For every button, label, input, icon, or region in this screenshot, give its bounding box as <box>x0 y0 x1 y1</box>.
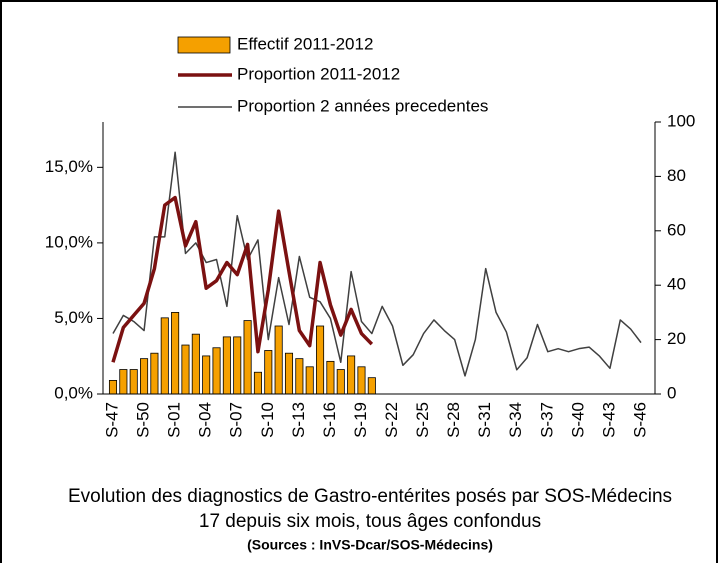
x-tick-label: S-31 <box>475 402 494 438</box>
x-tick-label: S-40 <box>568 402 587 438</box>
bar <box>212 347 221 395</box>
bar <box>295 358 304 395</box>
x-tick-label: S-01 <box>165 402 184 438</box>
line <box>111 195 374 363</box>
bar <box>253 371 262 395</box>
bar <box>160 317 169 395</box>
x-tick-label: S-16 <box>320 402 339 438</box>
bar <box>305 366 314 395</box>
x-tick-label: S-37 <box>537 402 556 438</box>
legend-swatch <box>177 36 231 54</box>
x-tick-label: S-50 <box>134 402 153 438</box>
bar <box>181 344 190 395</box>
y-tick-label: 5,0% <box>54 308 93 327</box>
bar <box>150 352 159 395</box>
bar <box>108 379 118 395</box>
x-tick-label: S-19 <box>351 402 370 438</box>
y2-tick-label: 0 <box>667 383 676 402</box>
y2-tick-label: 100 <box>667 111 695 130</box>
bar <box>336 369 345 395</box>
x-tick-label: S-46 <box>630 402 649 438</box>
x-tick-label: S-04 <box>196 402 215 438</box>
legend-label: Proportion 2011-2012 <box>237 64 400 83</box>
chart-source: (Sources : InVS-Dcar/SOS-Médecins) <box>247 537 493 553</box>
y2-tick-label: 60 <box>667 220 686 239</box>
bar <box>284 352 294 395</box>
x-tick-label: S-22 <box>382 402 401 438</box>
y2-tick-label: 40 <box>667 275 686 294</box>
x-tick-label: S-43 <box>599 402 618 438</box>
x-tick-label: S-34 <box>506 402 525 438</box>
y-tick-label: 0,0% <box>54 383 93 402</box>
legend-label: Effectif 2011-2012 <box>237 34 373 53</box>
bar <box>222 336 231 395</box>
bar <box>357 366 366 395</box>
x-tick-label: S-47 <box>102 402 121 438</box>
bar <box>140 358 149 395</box>
x-tick-label: S-28 <box>444 402 463 438</box>
y2-tick-label: 80 <box>667 166 686 185</box>
bar <box>171 311 180 395</box>
chart-subtitle: 17 depuis six mois, tous âges confondus <box>199 511 541 532</box>
bar <box>202 355 211 395</box>
legend-label: Proportion 2 années precedentes <box>237 96 488 115</box>
bar <box>347 355 356 395</box>
bar <box>367 377 376 395</box>
bar <box>264 350 273 395</box>
y2-tick-label: 20 <box>667 329 686 348</box>
bar <box>129 369 138 395</box>
x-tick-label: S-25 <box>413 402 432 438</box>
bar <box>326 360 335 395</box>
y-tick-label: 10,0% <box>45 232 93 251</box>
bar <box>191 333 200 395</box>
bar <box>233 336 242 395</box>
bar <box>119 369 128 395</box>
x-tick-label: S-07 <box>227 402 246 438</box>
bar <box>316 325 325 395</box>
bar <box>243 320 252 395</box>
x-tick-label: S-10 <box>258 402 277 438</box>
y-tick-label: 15,0% <box>45 157 93 176</box>
chart-title: Evolution des diagnostics de Gastro-enté… <box>68 486 672 507</box>
x-tick-label: S-13 <box>289 402 308 438</box>
bar <box>274 325 283 395</box>
